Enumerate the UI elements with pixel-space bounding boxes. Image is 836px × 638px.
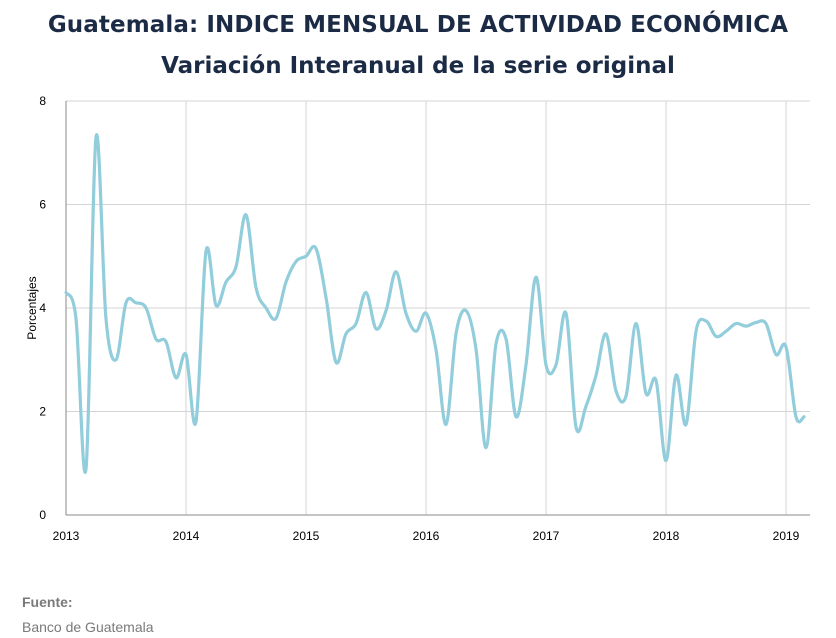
series-line-0: [64, 133, 806, 474]
y-tick-label: 0: [39, 508, 46, 522]
x-tick-label: 2019: [773, 529, 800, 543]
source-label: Fuente:: [22, 594, 73, 610]
y-tick-label: 6: [39, 198, 46, 212]
y-tick-label: 4: [39, 301, 46, 315]
series-lines: [64, 133, 806, 474]
x-tick-label: 2018: [653, 529, 680, 543]
chart-subtitle: Variación Interanual de la serie origina…: [161, 53, 675, 79]
x-tick-label: 2016: [413, 529, 440, 543]
x-tick-label: 2015: [293, 529, 320, 543]
y-axis-label: Porcentajes: [25, 276, 39, 339]
x-tick-label: 2014: [173, 529, 200, 543]
axes: [65, 101, 810, 516]
source-value: Banco de Guatemala: [22, 619, 154, 635]
grid: [66, 100, 810, 515]
x-tick-label: 2017: [533, 529, 560, 543]
chart-title: Guatemala: INDICE MENSUAL DE ACTIVIDAD E…: [47, 12, 789, 38]
y-tick-label: 2: [39, 405, 46, 419]
tick-labels: 0 2 4 6 8 2013 2014 2015 2016 2017 2018 2019: [39, 94, 799, 543]
y-tick-label: 8: [39, 94, 46, 108]
x-tick-label: 2013: [53, 529, 80, 543]
